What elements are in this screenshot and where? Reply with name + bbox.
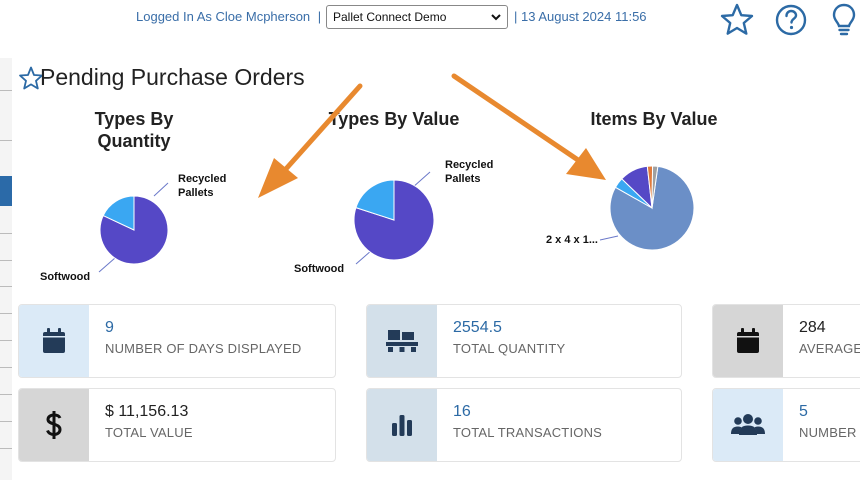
stat-card-average: 284 AVERAGE xyxy=(712,304,860,378)
stat-card-days: 9 NUMBER OF DAYS DISPLAYED xyxy=(18,304,336,378)
stat-value: 2554.5 xyxy=(453,319,502,336)
chart-title-types-by-value: Types By Value xyxy=(328,109,460,129)
stat-label: AVERAGE xyxy=(799,341,860,356)
stat-value: $ 11,156.13 xyxy=(105,403,189,420)
dollar-icon xyxy=(46,411,62,439)
card-icon-box xyxy=(713,389,783,461)
label-line: Pallets xyxy=(178,187,214,199)
pie2-label-recycled: Recycled Pallets xyxy=(445,158,493,186)
stat-label: TOTAL QUANTITY xyxy=(453,341,566,356)
stat-label: NUMBER OF DAYS DISPLAYED xyxy=(105,341,302,356)
stat-value: 16 xyxy=(453,403,471,420)
sidebar-divider xyxy=(0,340,12,341)
chart-title-line: Types By xyxy=(94,109,174,129)
label-line: Recycled xyxy=(178,173,227,185)
label-line: Recycled xyxy=(445,159,494,171)
pie2-label-softwood: Softwood xyxy=(294,263,345,275)
calendar-icon xyxy=(43,328,65,353)
stat-card-number: 5 NUMBER xyxy=(712,388,860,462)
stat-label: NUMBER xyxy=(799,425,857,440)
logged-in-text: Logged In As Cloe Mcpherson | xyxy=(136,9,321,24)
card-icon-box xyxy=(367,389,437,461)
pie3-label-item: 2 x 4 x 1... xyxy=(546,234,598,246)
sidebar-divider xyxy=(0,367,12,368)
stat-value: 5 xyxy=(799,403,808,420)
stat-card-total-value: $ 11,156.13 TOTAL VALUE xyxy=(18,388,336,462)
chart-title-line: Quantity xyxy=(97,131,171,151)
stat-card-quantity: 2554.5 TOTAL QUANTITY xyxy=(366,304,682,378)
help-icon[interactable] xyxy=(773,2,809,38)
top-bar: Logged In As Cloe Mcpherson | Pallet Con… xyxy=(0,0,860,58)
page-title: Pending Purchase Orders xyxy=(40,64,305,90)
users-icon xyxy=(731,414,765,435)
card-icon-box xyxy=(19,389,89,461)
company-select[interactable]: Pallet Connect Demo xyxy=(326,5,508,29)
lightbulb-icon[interactable] xyxy=(826,2,860,38)
sidebar-divider xyxy=(0,394,12,395)
card-icon-box xyxy=(367,305,437,377)
pie1-label-softwood: Softwood xyxy=(40,271,91,283)
label-line: Pallets xyxy=(445,173,481,185)
stat-card-transactions: 16 TOTAL TRANSACTIONS xyxy=(366,388,682,462)
sidebar-divider xyxy=(0,448,12,449)
calendar-icon xyxy=(737,328,759,353)
chart-title-types-by-quantity: Types By Quantity xyxy=(74,108,194,152)
sidebar-divider xyxy=(0,233,12,234)
bar-chart-icon xyxy=(392,415,412,436)
sidebar-divider xyxy=(0,90,12,91)
sidebar-divider xyxy=(0,260,12,261)
pie1-label-recycled: Recycled Pallets xyxy=(178,172,226,200)
separator: | xyxy=(317,9,322,24)
sidebar-divider xyxy=(0,140,12,141)
date-time-text: | 13 August 2024 11:56 xyxy=(514,9,647,24)
card-icon-box xyxy=(713,305,783,377)
sidebar-item-active[interactable] xyxy=(0,176,12,206)
stat-value: 9 xyxy=(105,319,114,336)
stat-label: TOTAL VALUE xyxy=(105,425,193,440)
sidebar-divider xyxy=(0,286,12,287)
logged-in-user: Logged In As Cloe Mcpherson xyxy=(136,9,311,24)
stat-label: TOTAL TRANSACTIONS xyxy=(453,425,603,440)
card-icon-box xyxy=(19,305,89,377)
stat-value: 284 xyxy=(799,319,826,336)
chevron-down-icon xyxy=(491,14,501,21)
company-select-value: Pallet Connect Demo xyxy=(333,10,447,24)
star-icon[interactable] xyxy=(719,2,755,38)
sidebar-divider xyxy=(0,421,12,422)
sidebar-divider xyxy=(0,313,12,314)
chart-title-items-by-value: Items By Value xyxy=(590,109,718,129)
pallet-icon xyxy=(386,330,418,352)
favorite-star-icon[interactable] xyxy=(18,66,44,90)
